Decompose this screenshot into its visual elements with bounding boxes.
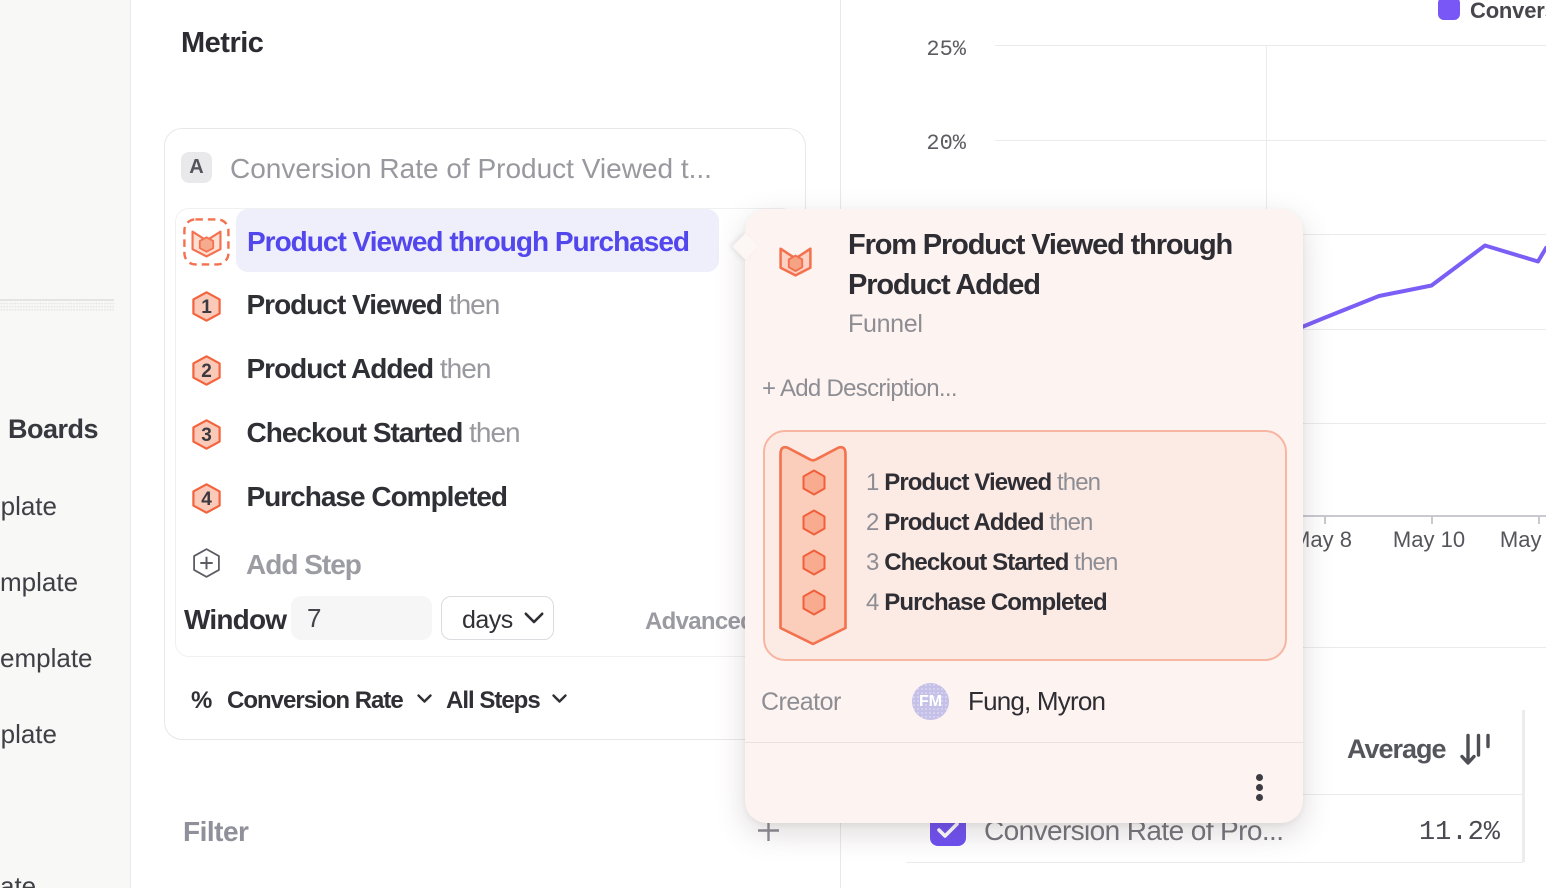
svg-text:2: 2 <box>201 361 212 382</box>
svg-text:4: 4 <box>201 489 212 510</box>
svg-text:1: 1 <box>201 297 212 318</box>
svg-text:3: 3 <box>201 425 212 446</box>
